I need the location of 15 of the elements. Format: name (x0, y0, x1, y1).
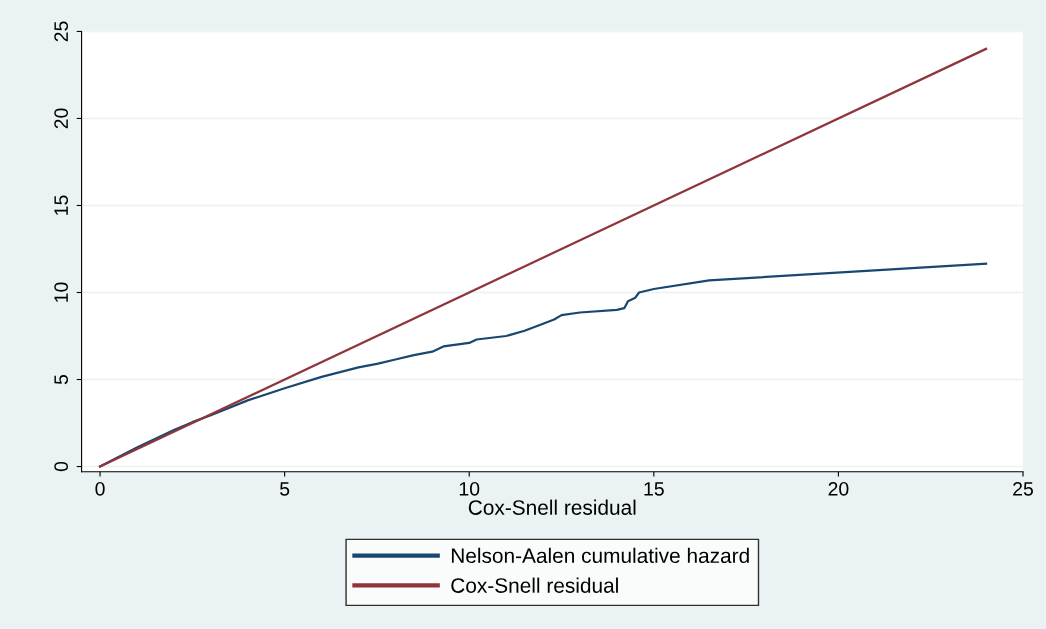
x-tick-label: 25 (1013, 481, 1033, 496)
y-tick-label: 25 (54, 21, 69, 42)
y-tick-label: 10 (54, 282, 69, 302)
y-tick-label: 15 (54, 195, 69, 215)
legend-label: Nelson-Aalen cumulative hazard (451, 547, 749, 564)
x-tick-label: 0 (95, 481, 105, 496)
legend-label: Cox-Snell residual (451, 577, 618, 593)
x-tick-label: 10 (459, 481, 480, 496)
y-tick-label: 5 (54, 374, 69, 385)
y-tick-label: 20 (54, 108, 69, 129)
x-tick-label: 20 (828, 481, 849, 496)
y-tick-label: 0 (54, 461, 69, 472)
x-axis-title: Cox-Snell residual (468, 499, 636, 515)
x-tick-label: 5 (280, 482, 290, 496)
x-tick-label: 15 (644, 482, 664, 496)
